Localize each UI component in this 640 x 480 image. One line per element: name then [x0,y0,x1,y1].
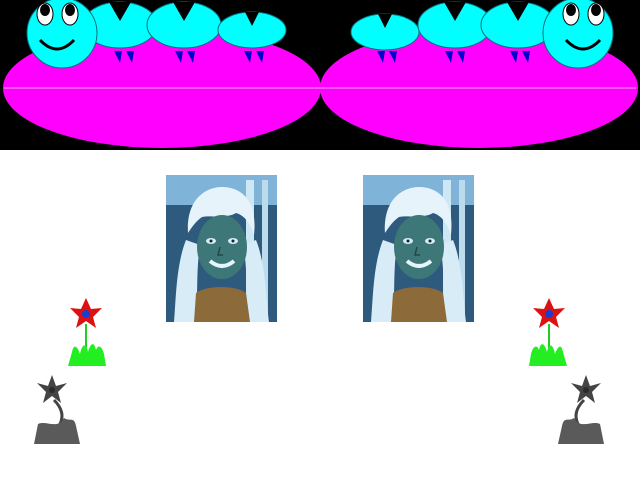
smiley-face-icon [27,0,97,68]
flower-icon [529,298,567,366]
left-portrait [166,175,277,322]
withered-flower-icon [558,375,604,444]
right-portrait [363,175,474,322]
flower-icon [68,298,106,366]
withered-flower-icon [34,375,80,444]
smiley-face-icon [543,0,613,68]
